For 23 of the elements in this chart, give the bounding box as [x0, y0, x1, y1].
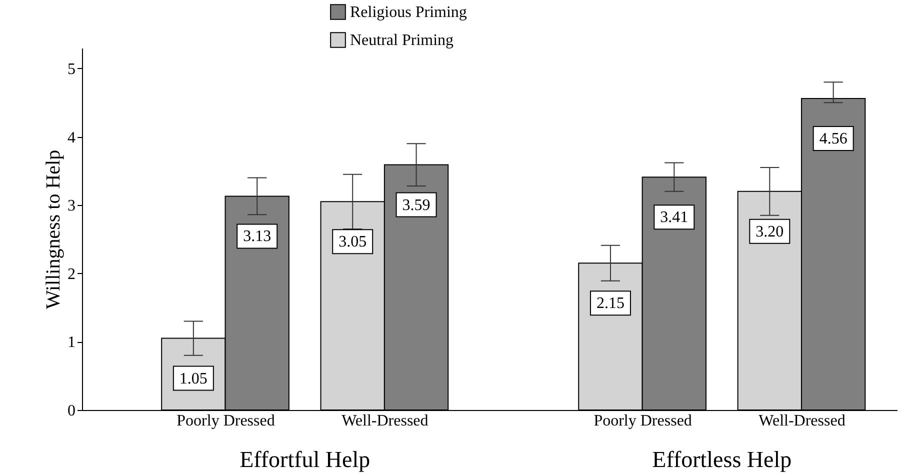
- y-tick-label: 2: [68, 266, 76, 283]
- y-tick-label: 1: [68, 334, 76, 352]
- data-label: 3.13: [243, 228, 272, 246]
- y-tick-label: 0: [68, 402, 76, 420]
- data-label: 3.59: [402, 196, 430, 214]
- y-tick-label: 4: [68, 129, 76, 146]
- data-label: 4.56: [819, 130, 848, 148]
- legend-label: Neutral Priming: [350, 32, 454, 49]
- x-tick-label: Well-Dressed: [342, 412, 428, 430]
- x-tick-label: Poorly Dressed: [176, 412, 275, 430]
- y-tick-label: 3: [68, 198, 76, 215]
- y-axis-title: Willingness to Help: [42, 150, 64, 310]
- text: Effortless Help: [652, 447, 792, 472]
- text: Effortful Help: [240, 447, 370, 472]
- data-label: 3.41: [660, 209, 688, 226]
- x-tick-label: Well-Dressed: [758, 412, 846, 430]
- data-label: 3.05: [338, 234, 367, 251]
- data-label: 2.15: [596, 295, 624, 312]
- y-tick-label: 5: [68, 60, 76, 78]
- legend-label: Religious Priming: [350, 4, 467, 21]
- data-label: 3.20: [756, 223, 784, 240]
- data-label: 1.05: [179, 370, 208, 388]
- x-tick-label: Poorly Dressed: [594, 412, 692, 430]
